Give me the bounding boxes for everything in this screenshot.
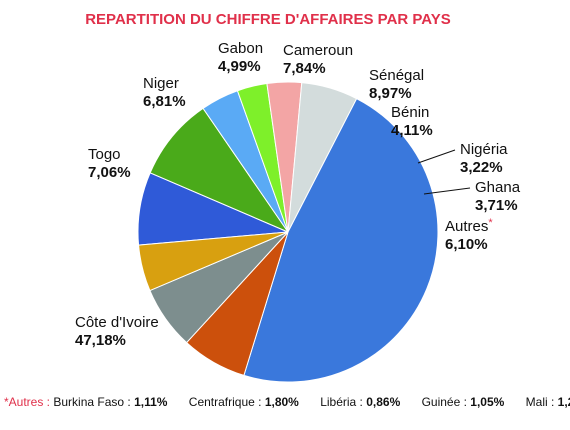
- footnote-item-1: Centrafrique : 1,80%: [185, 395, 299, 409]
- slice-label-value-6: 47,18%: [75, 332, 126, 349]
- footnote: *Autres : Burkina Faso : 1,11% Centrafri…: [4, 395, 570, 409]
- slice-label-value-3: 3,22%: [460, 159, 503, 176]
- pie-slices: [137, 81, 439, 383]
- chart-title: REPARTITION DU CHIFFRE D'AFFAIRES PAR PA…: [85, 11, 451, 28]
- slice-label-name-0: Cameroun: [283, 42, 353, 59]
- slice-label-name-9: Gabon: [218, 40, 263, 57]
- slice-label-name-7: Togo: [88, 146, 121, 163]
- slice-label-name-1: Sénégal: [369, 67, 424, 84]
- leader-lines: [417, 149, 471, 195]
- footnote-item-3: Guinée : 1,05%: [418, 395, 505, 409]
- footnote-item-2: Libéria : 0,86%: [317, 395, 400, 409]
- footnote-item-value: 0,86%: [366, 395, 401, 409]
- slice-label-value-2: 4,11%: [391, 122, 433, 139]
- slice-label-name-8: Niger: [143, 75, 179, 92]
- footnote-item-name: Burkina Faso :: [53, 395, 135, 409]
- pie-slice-1: [149, 107, 290, 234]
- leader-line-4: [423, 187, 471, 195]
- slice-label-value-7: 7,06%: [88, 164, 131, 181]
- footnote-item-value: 1,80%: [264, 395, 299, 409]
- footnote-item-name: Guinée :: [418, 395, 471, 409]
- footnote-item-0: Burkina Faso : 1,11%: [53, 395, 167, 409]
- footnote-item-value: 1,05%: [470, 395, 505, 409]
- footnote-item-name: Libéria :: [316, 395, 367, 409]
- slice-label-value-0: 7,84%: [283, 60, 326, 77]
- footnote-item-name: Mali :: [522, 395, 558, 409]
- slice-label-value-4: 3,71%: [475, 197, 518, 214]
- pie-slice-6: [243, 97, 439, 383]
- asterisk-mark: *: [488, 217, 493, 229]
- slice-label-name-2: Bénin: [391, 104, 429, 121]
- slice-label-value-1: 8,97%: [369, 85, 412, 102]
- footnote-item-value: 1,29%: [557, 395, 570, 409]
- slice-label-name-6: Côte d'Ivoire: [75, 314, 159, 331]
- footnote-prefix: *Autres :: [4, 395, 51, 409]
- leader-line-3: [417, 149, 456, 164]
- slice-label-name-4: Ghana: [475, 179, 521, 196]
- slice-label-value-5: 6,10%: [445, 236, 488, 253]
- slice-label-value-8: 6,81%: [143, 93, 186, 110]
- pie-slice-9: [138, 231, 289, 292]
- footnote-items: Burkina Faso : 1,11% Centrafrique : 1,80…: [53, 395, 570, 409]
- footnote-item-name: Centrafrique :: [185, 395, 265, 409]
- slice-label-value-9: 4,99%: [218, 58, 261, 75]
- slice-label-name-5: Autres*: [445, 217, 493, 235]
- footnote-item-value: 1,11%: [134, 395, 168, 409]
- slice-label-name-3: Nigéria: [460, 141, 508, 158]
- footnote-item-4: Mali : 1,29%: [522, 395, 570, 409]
